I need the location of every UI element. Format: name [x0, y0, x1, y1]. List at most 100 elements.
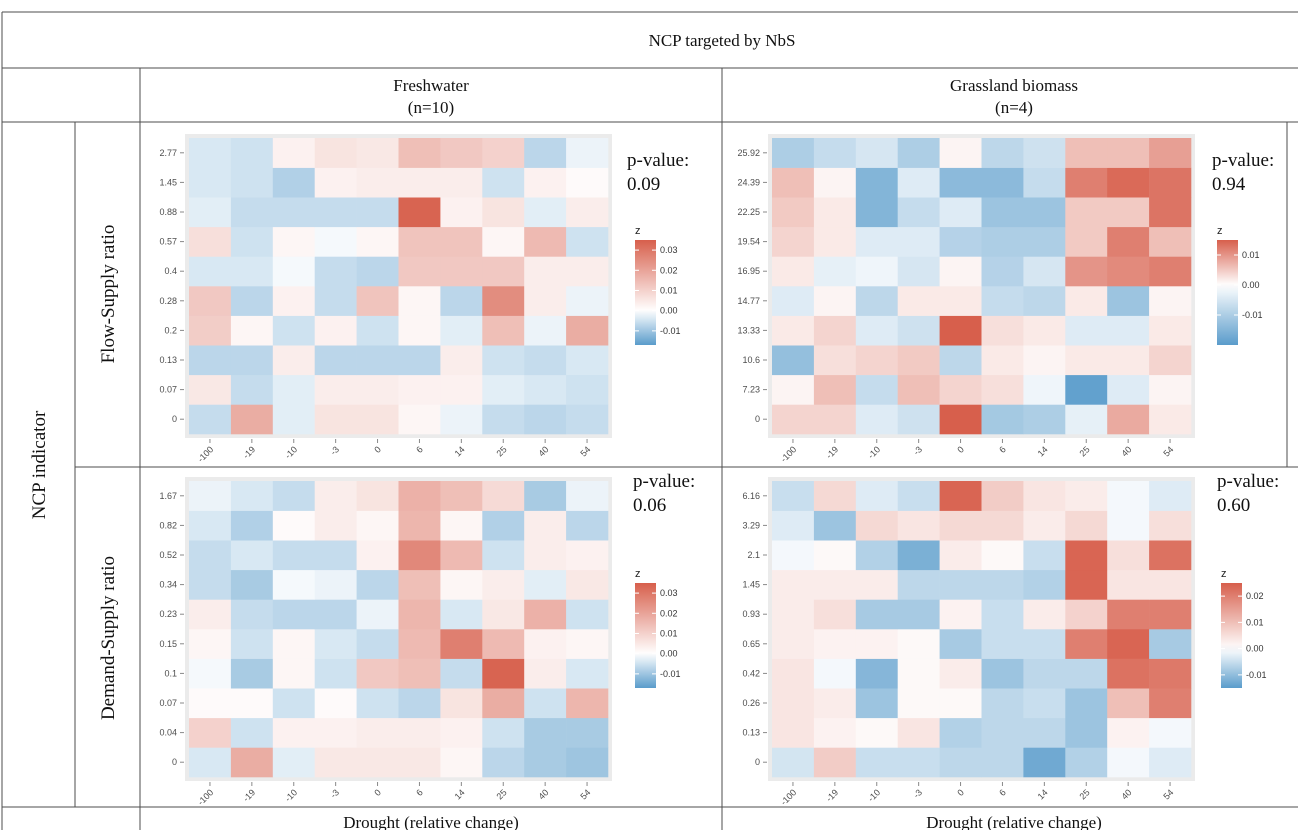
- heatmap-cell: [813, 138, 857, 168]
- heatmap-cell: [440, 658, 483, 689]
- heatmap-cell: [272, 747, 315, 778]
- y-tick-label: 6.16: [742, 491, 760, 501]
- legend-tick-label: 0.01: [1246, 617, 1264, 627]
- heatmap-cell: [855, 138, 898, 168]
- heatmap-grassland-flow-supply: 0 7.23 10.6 13.33 14.77 16.95 19.54 22.25 24.39 2…: [737, 134, 1274, 464]
- heatmap-cell: [230, 629, 274, 659]
- legend-tick-label: 0.02: [660, 608, 678, 618]
- legend-tick-label: 0.00: [1246, 644, 1264, 654]
- heatmap-cell: [230, 374, 274, 405]
- heatmap-cell: [524, 226, 567, 257]
- heatmap-cell: [1023, 167, 1066, 198]
- heatmap-cell: [1023, 569, 1066, 600]
- heatmap-cell: [314, 345, 357, 376]
- heatmap-freshwater-flow-supply: 00.070.130.20.280.40.570.881.452.77-100-…: [159, 134, 689, 464]
- heatmap-cell: [981, 256, 1024, 287]
- heatmap-cell: [314, 404, 357, 435]
- heatmap-cell: [482, 629, 525, 659]
- heatmap-cell: [939, 688, 982, 719]
- heatmap-cell: [566, 747, 609, 778]
- heatmap-cell: [482, 404, 525, 435]
- heatmap-cell: [356, 481, 399, 511]
- heatmap-cell: [230, 404, 274, 435]
- heatmap-cell: [855, 286, 898, 316]
- y-tick-label: 2.77: [159, 148, 177, 158]
- heatmap-cell: [1107, 599, 1150, 630]
- x-tick-label: 40: [1119, 444, 1133, 458]
- heatmap-cell: [981, 404, 1024, 435]
- heatmap-cell: [230, 256, 274, 287]
- heatmap-cell: [1149, 717, 1192, 748]
- heatmap-cell: [1065, 374, 1108, 405]
- y-tick-label: 0.2: [164, 325, 177, 335]
- heatmap-cell: [356, 717, 399, 748]
- y-tick-label: 0.4: [164, 266, 177, 276]
- heatmap-cell: [855, 510, 898, 541]
- heatmap-cell: [855, 167, 898, 198]
- heatmap-cell: [981, 226, 1024, 257]
- heatmap-cell: [356, 569, 399, 600]
- heatmap-cell: [813, 226, 857, 257]
- heatmap-cell: [356, 747, 399, 778]
- heatmap-cell: [981, 374, 1024, 405]
- heatmap-cell: [1023, 404, 1066, 435]
- heatmap-cell: [1107, 256, 1150, 287]
- heatmap-cell: [1149, 569, 1192, 600]
- x-tick-label: 54: [578, 444, 592, 458]
- heatmap-cell: [566, 629, 609, 659]
- heatmap-cell: [1065, 747, 1108, 778]
- x-tick-label: 0: [955, 787, 966, 798]
- heatmap-cell: [1065, 629, 1108, 659]
- heatmap-cell: [189, 345, 232, 376]
- heatmap-cell: [482, 569, 525, 600]
- heatmap-cell: [440, 286, 483, 316]
- heatmap-cell: [566, 717, 609, 748]
- heatmap-cell: [314, 510, 357, 541]
- heatmap-cell: [482, 688, 525, 719]
- heatmap-cell: [356, 226, 399, 257]
- heatmap-cell: [855, 374, 898, 405]
- heatmap-cell: [939, 717, 982, 748]
- heatmap-cell: [772, 481, 815, 511]
- heatmap-cell: [189, 286, 232, 316]
- heatmap-cell: [398, 226, 441, 257]
- y-tick-label: 1.45: [159, 177, 177, 187]
- y-tick-label: 0.93: [742, 609, 760, 619]
- heatmap-cell: [440, 688, 483, 719]
- heatmap-cell: [272, 286, 315, 316]
- heatmap-cell: [189, 569, 232, 600]
- heatmap-cell: [440, 197, 483, 228]
- heatmap-cell: [772, 599, 815, 630]
- heatmap-cell: [440, 599, 483, 630]
- heatmap-cell: [855, 226, 898, 257]
- heatmap-cell: [524, 256, 567, 287]
- heatmap-cell: [440, 569, 483, 600]
- x-tick-label: 40: [536, 787, 550, 801]
- heatmap-cell: [897, 226, 940, 257]
- heatmap-cell: [524, 688, 567, 719]
- heatmap-cell: [566, 658, 609, 689]
- heatmap-cell: [1107, 374, 1150, 405]
- legend-tick-label: -0.01: [1242, 310, 1263, 320]
- y-tick-label: 1.67: [159, 491, 177, 501]
- heatmap-cell: [897, 256, 940, 287]
- heatmap-cell: [440, 167, 483, 198]
- heatmap-cell: [524, 315, 567, 346]
- heatmap-cell: [855, 540, 898, 571]
- heatmap-cell: [981, 540, 1024, 571]
- heatmap-cell: [1065, 481, 1108, 511]
- heatmap-cell: [1023, 481, 1066, 511]
- column-n-grassland: (n=4): [995, 98, 1033, 117]
- heatmap-cell: [482, 345, 525, 376]
- heatmap-cell: [1149, 345, 1192, 376]
- heatmap-cell: [1107, 717, 1150, 748]
- heatmap-cell: [566, 315, 609, 346]
- heatmap-cell: [440, 481, 483, 511]
- heatmap-cell: [566, 226, 609, 257]
- x-tick-label: -10: [866, 444, 882, 460]
- heatmap-cell: [1149, 658, 1192, 689]
- footer-label-grassland: Drought (relative change): [926, 813, 1102, 830]
- heatmap-cell: [772, 167, 815, 198]
- heatmap-cell: [230, 138, 274, 168]
- heatmap-cell: [1065, 569, 1108, 600]
